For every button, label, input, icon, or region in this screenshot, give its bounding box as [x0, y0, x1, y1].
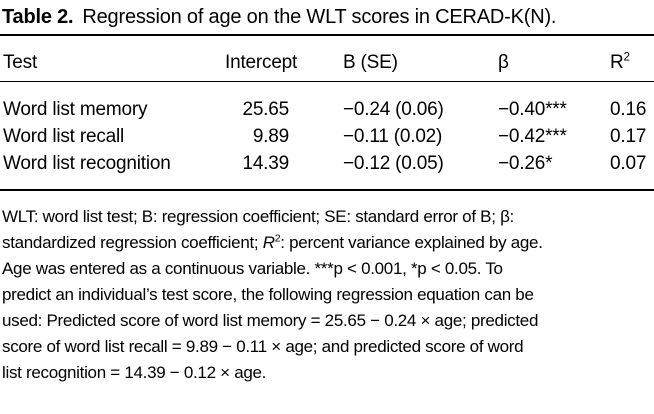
column-header-r-squared: R2: [604, 35, 654, 82]
footnote-line: used: Predicted score of word list memor…: [2, 311, 539, 330]
intercept-cell: 25.65: [242, 99, 289, 120]
regression-table: Test Intercept B (SE) β R2 Word list mem…: [0, 34, 654, 191]
footnote-text: standardized regression coefficient;: [2, 233, 263, 252]
b-se-cell: −0.12 (0.05): [343, 153, 444, 174]
r-squared-cell: 0.07: [610, 153, 647, 174]
footnote-line: predict an individual’s test score, the …: [2, 285, 534, 304]
footnote-line: standardized regression coefficient; R2:…: [2, 230, 654, 256]
footnote-line: score of word list recall = 9.89 − 0.11 …: [2, 337, 524, 356]
table-row: Word list memory 25.65 −0.24 (0.06) −0.4…: [0, 82, 654, 124]
table-number-label: Table 2.: [2, 6, 74, 28]
test-name-cell: Word list recognition: [0, 150, 225, 190]
r-exponent: 2: [274, 232, 281, 245]
column-header-beta: β: [492, 35, 604, 82]
beta-cell: −0.26*: [498, 153, 553, 174]
test-name-wrapped: Word list recognition: [3, 153, 171, 174]
r-symbol-italic: R: [262, 233, 275, 252]
beta-cell: −0.40***: [498, 99, 567, 120]
table-title-text: Regression of age on the WLT scores in C…: [82, 6, 557, 28]
column-header-b-se: B (SE): [337, 35, 492, 82]
column-header-test: Test: [0, 35, 225, 82]
footnote-line: Age was entered as a continuous variable…: [2, 259, 503, 278]
r-squared-cell: 0.17: [610, 126, 647, 147]
r-squared-cell: 0.16: [610, 99, 647, 120]
intercept-cell: 9.89: [252, 126, 289, 147]
b-se-cell: −0.24 (0.06): [343, 99, 444, 120]
footnote-line: list recognition = 14.39 − 0.12 × age.: [2, 363, 267, 382]
column-header-intercept: Intercept: [225, 35, 337, 82]
table-row: Word list recall 9.89 −0.11 (0.02) −0.42…: [0, 123, 654, 150]
table-title: Table 2. Regression of age on the WLT sco…: [2, 4, 654, 30]
test-name-cell: Word list recall: [3, 126, 125, 147]
intercept-cell: 14.39: [242, 153, 289, 174]
b-se-cell: −0.11 (0.02): [343, 126, 443, 147]
r-squared-base: R: [610, 52, 624, 73]
table-row: Word list recognition 14.39 −0.12 (0.05)…: [0, 150, 654, 190]
footnote-line: WLT: word list test; B: regression coeff…: [2, 207, 514, 226]
test-name-cell: Word list memory: [3, 99, 148, 120]
r-squared-exponent: 2: [623, 50, 631, 64]
beta-cell: −0.42***: [498, 126, 567, 147]
footnote-text: : percent variance explained by age.: [280, 233, 543, 252]
header-row: Test Intercept B (SE) β R2: [0, 35, 654, 82]
table-footnote: WLT: word list test; B: regression coeff…: [2, 204, 654, 386]
